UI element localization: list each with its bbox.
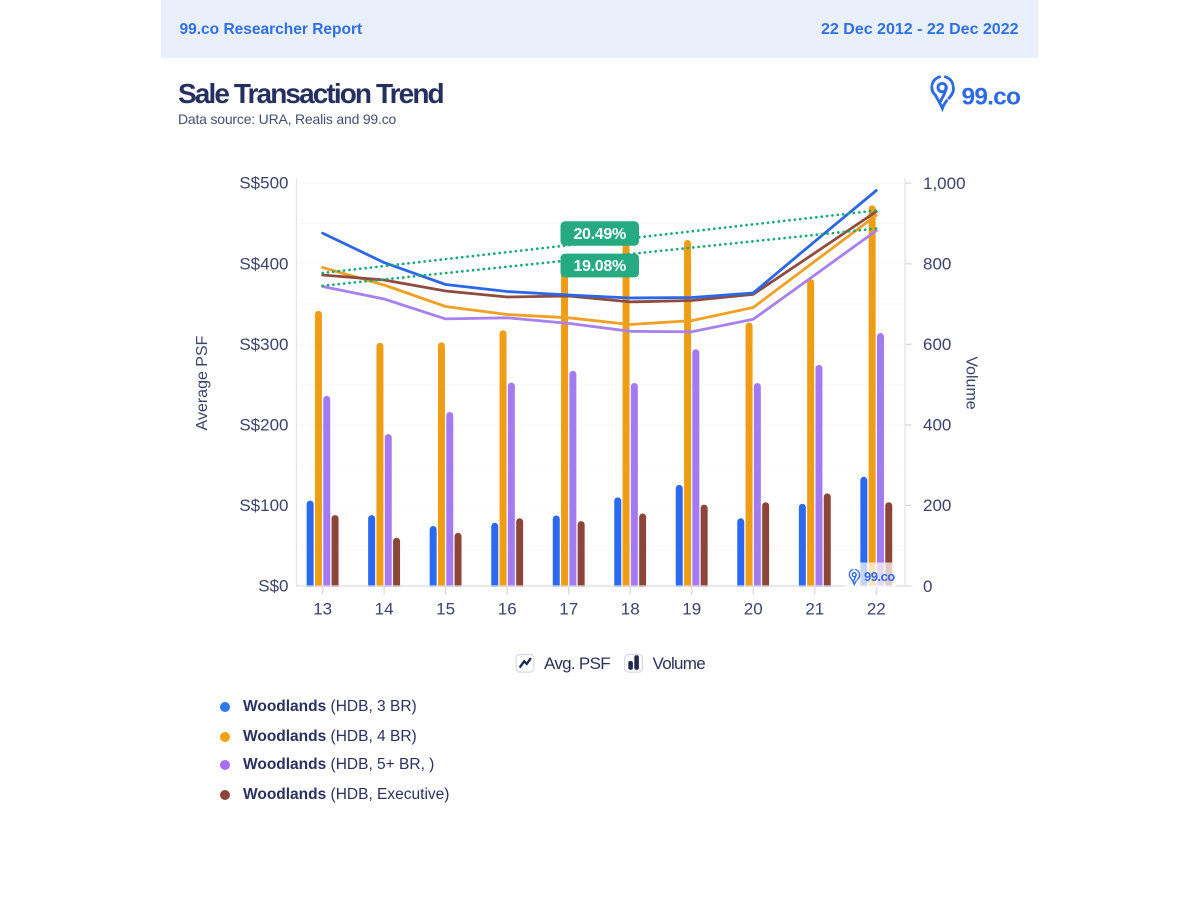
svg-text:600: 600 xyxy=(923,335,951,354)
svg-text:0: 0 xyxy=(923,577,932,596)
svg-text:20.49%: 20.49% xyxy=(573,226,626,243)
svg-text:800: 800 xyxy=(923,255,951,274)
svg-text:1,000: 1,000 xyxy=(923,174,966,193)
svg-text:S$100: S$100 xyxy=(239,496,288,515)
svg-text:14: 14 xyxy=(375,600,394,619)
svg-text:200: 200 xyxy=(923,496,951,515)
svg-text:22: 22 xyxy=(867,600,886,619)
svg-text:20: 20 xyxy=(744,600,763,619)
svg-text:19: 19 xyxy=(682,600,701,619)
svg-text:13: 13 xyxy=(313,600,332,619)
svg-text:Volume: Volume xyxy=(653,654,706,673)
svg-text:S$300: S$300 xyxy=(239,335,288,354)
svg-text:16: 16 xyxy=(498,600,517,619)
svg-text:S$200: S$200 xyxy=(239,415,288,434)
svg-text:99.co: 99.co xyxy=(962,84,1021,111)
svg-text:99.co: 99.co xyxy=(864,569,895,584)
svg-text:S$0: S$0 xyxy=(258,577,288,596)
svg-text:15: 15 xyxy=(436,600,455,619)
svg-text:18: 18 xyxy=(621,600,640,619)
svg-text:Average PSF: Average PSF xyxy=(194,335,211,430)
svg-text:400: 400 xyxy=(923,416,951,435)
svg-text:S$400: S$400 xyxy=(239,254,288,273)
svg-text:S$500: S$500 xyxy=(239,174,288,193)
svg-text:Volume: Volume xyxy=(963,356,980,409)
svg-text:21: 21 xyxy=(805,600,824,619)
svg-text:19.08%: 19.08% xyxy=(573,258,626,275)
svg-text:17: 17 xyxy=(559,600,578,619)
svg-text:Avg. PSF: Avg. PSF xyxy=(544,654,610,673)
